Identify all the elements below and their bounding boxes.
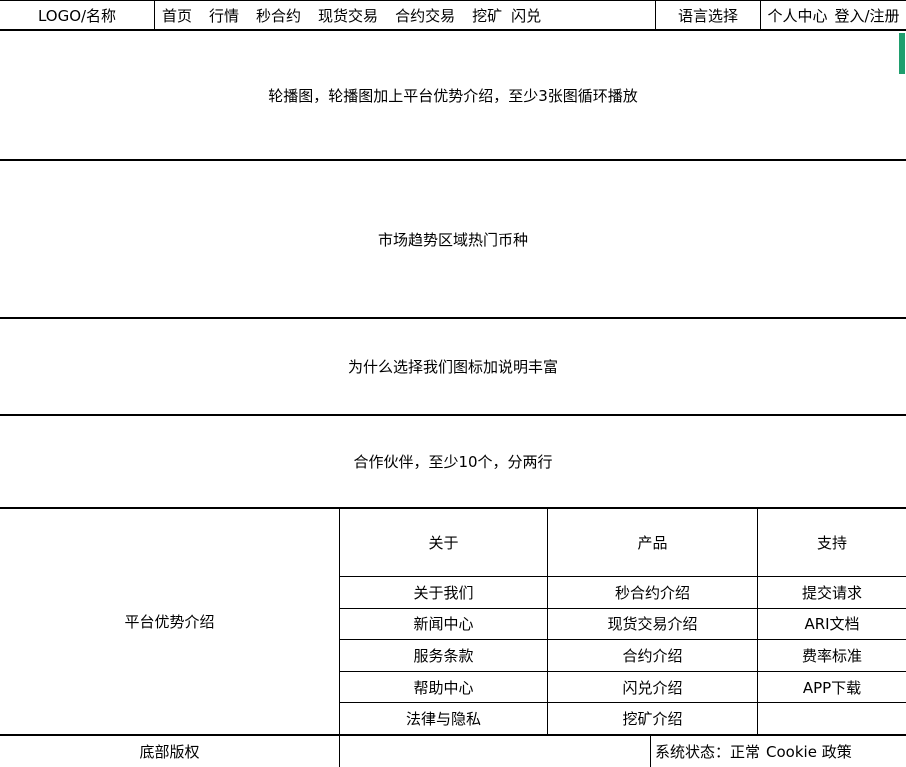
logo[interactable]: LOGO/名称 [0,1,155,29]
nav-item-home[interactable]: 首页 [162,6,193,25]
footer-row-1: 关于我们 秒合约介绍 提交请求 [340,577,906,609]
nav-item-second-contract[interactable]: 秒合约 [256,6,302,25]
platform-intro-cell: 平台优势介绍 [0,509,340,734]
footer-empty-cell [758,703,906,734]
footer-row-2: 新闻中心 现货交易介绍 ARI文档 [340,608,906,641]
copyright-text: 底部版权 [139,743,200,761]
nav-item-flash-swap[interactable]: 闪兑 [511,6,542,25]
footer-col-support-title: 支持 [816,534,847,552]
footer-link-mining-intro[interactable]: 挖矿介绍 [548,703,758,734]
top-header-bar: LOGO/名称 首页 行情 秒合约 现货交易 合约交易 挖矿 闪兑 语言选择 个… [0,1,906,31]
why-choose-us-section: 为什么选择我们图标加说明丰富 [0,319,906,416]
why-placeholder-text: 为什么选择我们图标加说明丰富 [347,358,558,376]
nav-item-mining[interactable]: 挖矿 [472,6,503,25]
bottom-bar: 底部版权 系统状态：正常 Cookie 政策 [0,736,906,767]
footer-section: 平台优势介绍 关于 产品 支持 关于我们 秒合约介绍 提交请求 新闻中心 现货交… [0,509,906,736]
carousel-placeholder-text: 轮播图，轮播图加上平台优势介绍，至少3张图循环播放 [268,86,638,105]
footer-link-spot-trading-intro[interactable]: 现货交易介绍 [548,608,758,640]
footer-row-5: 法律与隐私 挖矿介绍 [340,703,906,734]
user-area: 个人中心 登入/注册 [760,1,906,29]
copyright-cell: 底部版权 [0,736,340,767]
nav-item-spot-trading[interactable]: 现货交易 [318,6,379,25]
partners-section: 合作伙伴，至少10个，分两行 [0,416,906,509]
footer-link-app-download[interactable]: APP下载 [802,678,862,697]
market-trends-section: 市场趋势区域热门币种 [0,161,906,319]
footer-link-second-contract-intro[interactable]: 秒合约介绍 [548,577,758,608]
footer-link-about-us[interactable]: 关于我们 [340,577,548,608]
footer-link-news-center[interactable]: 新闻中心 [340,608,548,640]
footer-link-help-center[interactable]: 帮助中心 [340,671,548,703]
footer-link-submit-request[interactable]: 提交请求 [801,583,862,602]
system-status-cell: 系统状态：正常 Cookie 政策 [651,736,906,767]
footer-link-terms-of-service[interactable]: 服务条款 [340,640,548,671]
nav-item-markets[interactable]: 行情 [209,6,240,25]
carousel-section: 轮播图，轮播图加上平台优势介绍，至少3张图循环播放 [0,31,906,161]
partners-placeholder-text: 合作伙伴，至少10个，分两行 [353,453,553,471]
system-status-text: 系统状态：正常 [655,743,761,761]
login-register-link[interactable]: 登入/注册 [834,6,900,25]
cookie-policy-link[interactable]: Cookie 政策 [766,743,852,761]
footer-col-about-title: 关于 [340,509,548,576]
footer-link-legal-privacy[interactable]: 法律与隐私 [340,703,548,734]
footer-link-contract-intro[interactable]: 合约介绍 [548,640,758,671]
footer-row-4: 帮助中心 闪兑介绍 APP下载 [340,671,906,704]
footer-col-products-title: 产品 [548,509,758,576]
footer-links-grid: 关于 产品 支持 关于我们 秒合约介绍 提交请求 新闻中心 现货交易介绍 ARI… [340,509,906,734]
footer-row-3: 服务条款 合约介绍 费率标准 [340,640,906,672]
main-nav: 首页 行情 秒合约 现货交易 合约交易 挖矿 闪兑 [155,1,655,29]
footer-link-fee-schedule[interactable]: 费率标准 [801,646,862,665]
platform-intro-text: 平台优势介绍 [124,613,215,631]
bottom-empty-cell [340,736,651,767]
language-selector[interactable]: 语言选择 [655,1,760,29]
nav-item-contract-trading[interactable]: 合约交易 [395,6,456,25]
footer-link-api-docs[interactable]: ARI文档 [804,615,860,634]
scrollbar-thumb[interactable] [899,33,905,74]
user-center-link[interactable]: 个人中心 [767,6,828,25]
market-placeholder-text: 市场趋势区域热门币种 [377,230,528,249]
footer-header-row: 关于 产品 支持 [340,509,906,577]
footer-link-flash-swap-intro[interactable]: 闪兑介绍 [548,671,758,703]
